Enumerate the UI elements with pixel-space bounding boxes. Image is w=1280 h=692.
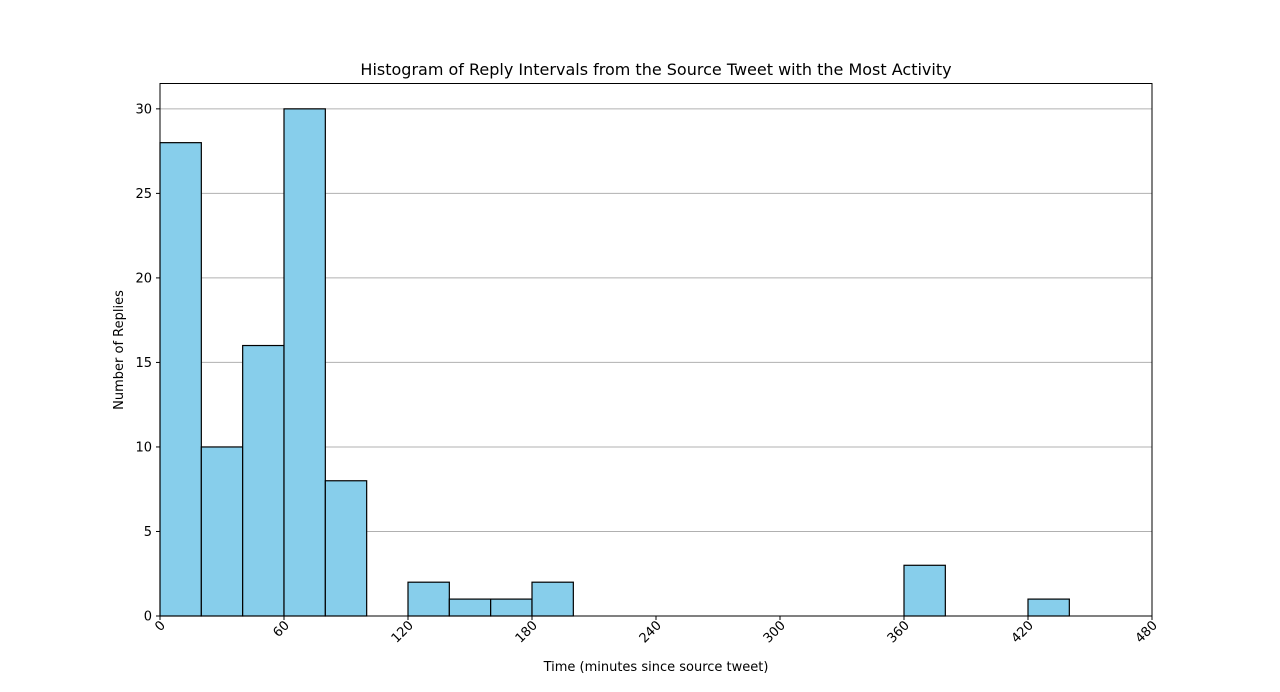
x-tick-label: 0 bbox=[152, 618, 168, 634]
histogram-bar bbox=[242, 344, 285, 617]
histogram-bar bbox=[531, 581, 574, 617]
histogram-bar bbox=[407, 581, 450, 617]
histogram-bar bbox=[1027, 598, 1070, 617]
histogram-bar bbox=[448, 598, 492, 617]
x-tick-label: 180 bbox=[513, 618, 541, 646]
y-tick-label: 0 bbox=[144, 610, 152, 625]
x-tick-label: 120 bbox=[389, 618, 417, 646]
y-tick-label: 10 bbox=[135, 440, 152, 455]
histogram-bar bbox=[324, 480, 368, 617]
x-axis-label: Time (minutes since source tweet) bbox=[543, 660, 769, 675]
bars bbox=[159, 108, 1070, 617]
y-axis-ticks: 0 5 10 15 20 25 30 bbox=[135, 102, 160, 625]
x-tick-label: 420 bbox=[1009, 618, 1037, 646]
histogram-bar bbox=[200, 446, 244, 617]
y-tick-label: 20 bbox=[135, 271, 152, 286]
x-tick-label: 480 bbox=[1133, 618, 1161, 646]
histogram-bar bbox=[490, 598, 533, 617]
x-tick-label: 300 bbox=[761, 618, 789, 646]
x-tick-label: 360 bbox=[885, 618, 913, 646]
x-tick-label: 60 bbox=[271, 618, 293, 640]
y-tick-label: 15 bbox=[135, 356, 152, 371]
y-tick-label: 30 bbox=[135, 102, 152, 117]
histogram-bar bbox=[159, 142, 202, 617]
y-tick-label: 25 bbox=[135, 187, 152, 202]
y-tick-label: 5 bbox=[144, 525, 152, 540]
x-tick-label: 240 bbox=[637, 618, 665, 646]
chart-title: Histogram of Reply Intervals from the So… bbox=[360, 60, 951, 79]
histogram-bar bbox=[903, 564, 946, 617]
histogram-bar bbox=[283, 108, 326, 617]
x-axis-ticks: 0 60 120 180 240 300 360 420 480 bbox=[152, 616, 1161, 646]
y-axis-label: Number of Replies bbox=[112, 290, 127, 410]
